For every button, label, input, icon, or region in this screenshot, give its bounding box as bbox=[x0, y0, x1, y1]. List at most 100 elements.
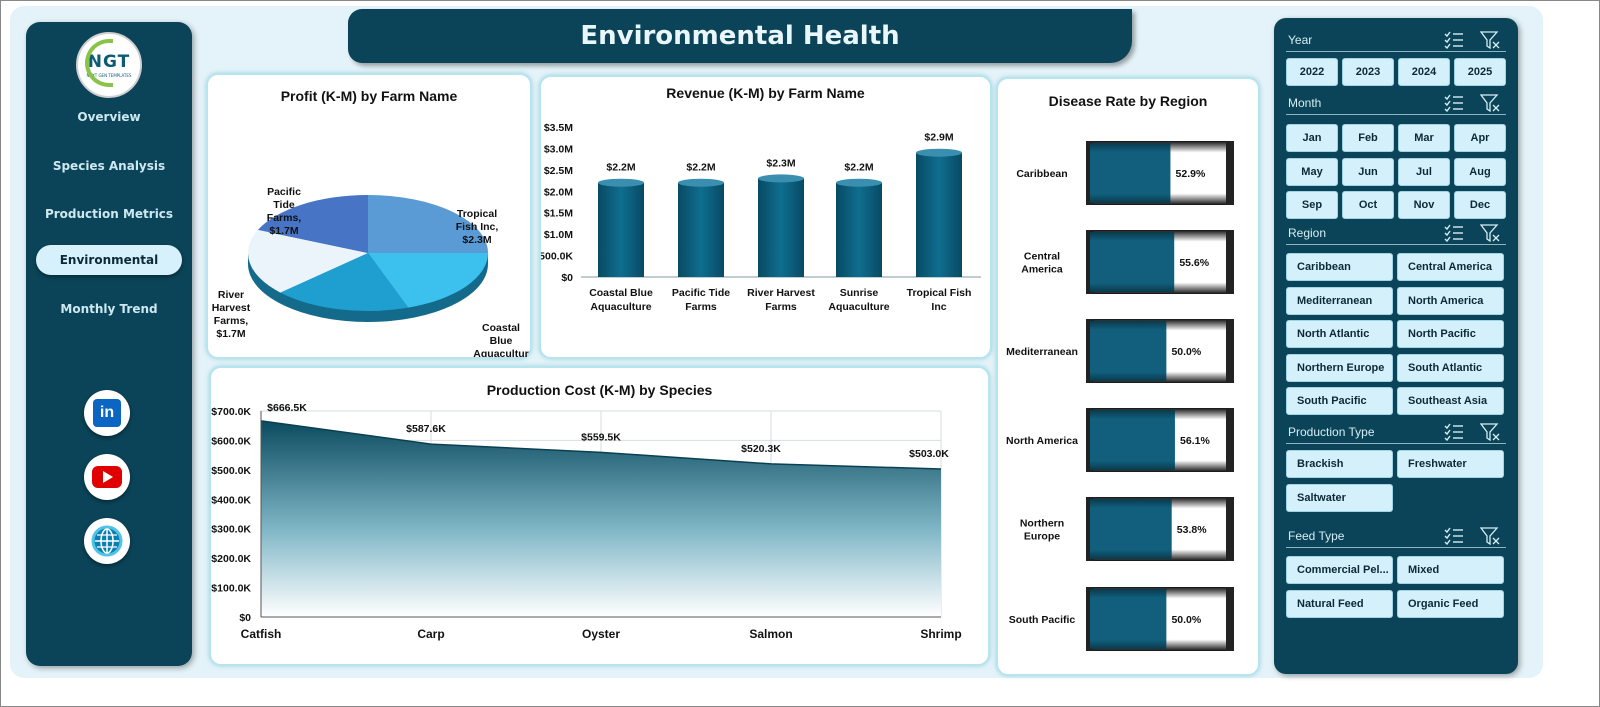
linkedin-button[interactable]: in bbox=[84, 390, 130, 436]
multiselect-icon[interactable] bbox=[1444, 94, 1464, 113]
disease-track-cap-right bbox=[1226, 587, 1234, 651]
globe-icon bbox=[91, 525, 123, 557]
disease-track-cap-right bbox=[1226, 230, 1234, 294]
disease-track-cap-right bbox=[1226, 497, 1234, 561]
area-fill bbox=[261, 420, 941, 617]
year-option[interactable]: 2024 bbox=[1398, 58, 1450, 86]
linkedin-icon: in bbox=[93, 399, 121, 427]
revenue-x-tick: Sunrise Aquaculture bbox=[828, 287, 889, 313]
disease-bar bbox=[1090, 499, 1172, 559]
disease-category-label: Northern Europe bbox=[1020, 518, 1064, 543]
month-option[interactable]: Jan bbox=[1286, 124, 1338, 152]
multiselect-icon[interactable] bbox=[1444, 423, 1464, 442]
revenue-x-tick: River Harvest Farms bbox=[747, 287, 815, 313]
month-option[interactable]: Dec bbox=[1454, 191, 1506, 219]
region-option[interactable]: Caribbean bbox=[1286, 253, 1393, 281]
revenue-y-tick: $1.5M bbox=[544, 208, 573, 220]
disease-data-label: 50.0% bbox=[1171, 614, 1201, 626]
disease-data-label: 52.9% bbox=[1176, 168, 1206, 180]
region-option[interactable]: Northern Europe bbox=[1286, 353, 1393, 382]
disease-category-label: Caribbean bbox=[1016, 168, 1067, 180]
region-option[interactable]: Southeast Asia bbox=[1397, 387, 1504, 415]
production-cost-title: Production Cost (K-M) by Species bbox=[486, 382, 713, 398]
revenue-x-tick: Tropical Fish Inc bbox=[907, 287, 972, 313]
revenue-bar-chart: $0 $500.0K $1.0M $1.5M $2.0M $2.5M $3.0M $3.5M $… bbox=[541, 122, 981, 313]
area-y-tick: $100.0K bbox=[211, 583, 251, 595]
year-option[interactable]: 2022 bbox=[1286, 58, 1338, 86]
disease-bar bbox=[1090, 410, 1175, 470]
region-divider bbox=[1286, 244, 1506, 245]
region-option[interactable]: South Pacific bbox=[1286, 387, 1393, 415]
pie-data-label: River Harvest Farms, $1.7M bbox=[212, 289, 251, 340]
area-y-tick: $300.0K bbox=[211, 524, 251, 536]
feed-type-filter-label: Feed Type bbox=[1288, 529, 1345, 543]
revenue-data-label: $2.2M bbox=[606, 162, 635, 174]
production-type-divider bbox=[1286, 443, 1506, 444]
production-type-filter-label: Production Type bbox=[1288, 425, 1375, 439]
production-type-option[interactable]: Saltwater bbox=[1286, 483, 1393, 512]
year-option[interactable]: 2025 bbox=[1454, 58, 1506, 86]
year-filter-label: Year bbox=[1288, 33, 1313, 47]
area-data-label: $666.5K bbox=[267, 402, 307, 414]
revenue-y-tick: $0 bbox=[561, 272, 573, 284]
area-data-label: $587.6K bbox=[406, 423, 446, 435]
revenue-bar-cap bbox=[758, 174, 804, 183]
month-option[interactable]: Oct bbox=[1342, 191, 1394, 219]
clear-filter-icon[interactable] bbox=[1479, 31, 1500, 50]
production-type-option[interactable]: Brackish bbox=[1286, 450, 1393, 478]
youtube-button[interactable] bbox=[84, 454, 130, 500]
area-y-tick: $700.0K bbox=[211, 406, 251, 418]
region-option[interactable]: Central America bbox=[1397, 253, 1504, 281]
month-option[interactable]: Sep bbox=[1286, 191, 1338, 219]
website-button[interactable] bbox=[84, 518, 130, 564]
clear-filter-icon[interactable] bbox=[1479, 224, 1500, 243]
year-option[interactable]: 2023 bbox=[1342, 58, 1394, 86]
disease-data-label: 55.6% bbox=[1179, 257, 1209, 269]
region-option[interactable]: Mediterranean bbox=[1286, 286, 1393, 315]
region-option[interactable]: South Atlantic bbox=[1397, 353, 1504, 382]
pie-data-label: Pacific Tide Farms, $1.7M bbox=[267, 186, 302, 237]
feed-type-option[interactable]: Mixed bbox=[1397, 556, 1504, 584]
nav-environmental[interactable]: Environmental bbox=[36, 245, 182, 275]
region-option[interactable]: North Pacific bbox=[1397, 320, 1504, 348]
region-option[interactable]: North Atlantic bbox=[1286, 320, 1393, 348]
multiselect-icon[interactable] bbox=[1444, 527, 1464, 546]
month-option[interactable]: Jun bbox=[1342, 157, 1394, 186]
area-y-tick: $600.0K bbox=[211, 435, 251, 447]
revenue-bar-cap bbox=[678, 178, 724, 187]
month-option[interactable]: Nov bbox=[1398, 191, 1450, 219]
month-option[interactable]: Jul bbox=[1398, 157, 1450, 186]
pie-slice bbox=[257, 195, 368, 253]
region-option[interactable]: North America bbox=[1397, 286, 1504, 315]
area-x-tick: Shrimp bbox=[920, 627, 961, 641]
month-option[interactable]: Aug bbox=[1454, 157, 1506, 186]
page-title: Environmental Health bbox=[348, 9, 1132, 63]
month-option[interactable]: Feb bbox=[1342, 124, 1394, 152]
area-x-tick: Oyster bbox=[582, 627, 620, 641]
feed-type-option[interactable]: Organic Feed bbox=[1397, 589, 1504, 618]
area-y-tick: $400.0K bbox=[211, 494, 251, 506]
disease-data-label: 53.8% bbox=[1177, 524, 1207, 536]
clear-filter-icon[interactable] bbox=[1479, 527, 1500, 546]
nav-monthly-trend[interactable]: Monthly Trend bbox=[60, 302, 158, 316]
nav-production-metrics[interactable]: Production Metrics bbox=[44, 207, 174, 221]
month-option[interactable]: Apr bbox=[1454, 124, 1506, 152]
multiselect-icon[interactable] bbox=[1444, 31, 1464, 50]
feed-type-option[interactable]: Natural Feed bbox=[1286, 589, 1393, 618]
production-type-option[interactable]: Freshwater bbox=[1397, 450, 1504, 478]
feed-type-option[interactable]: Commercial Pel... bbox=[1286, 556, 1393, 584]
nav-species-analysis[interactable]: Species Analysis bbox=[52, 159, 166, 173]
clear-filter-icon[interactable] bbox=[1479, 94, 1500, 113]
revenue-y-tick: $1.0M bbox=[544, 229, 573, 241]
month-option[interactable]: Mar bbox=[1398, 124, 1450, 152]
multiselect-icon[interactable] bbox=[1444, 224, 1464, 243]
revenue-bar bbox=[598, 182, 644, 277]
pie-data-label: Tropical Fish Inc, $2.3M bbox=[456, 208, 499, 246]
area-data-label: $520.3K bbox=[741, 443, 781, 455]
month-option[interactable]: May bbox=[1286, 157, 1338, 186]
pie-slice bbox=[368, 253, 488, 308]
revenue-bar-cap bbox=[916, 148, 962, 157]
clear-filter-icon[interactable] bbox=[1479, 423, 1500, 442]
nav-overview[interactable]: Overview bbox=[77, 110, 141, 124]
